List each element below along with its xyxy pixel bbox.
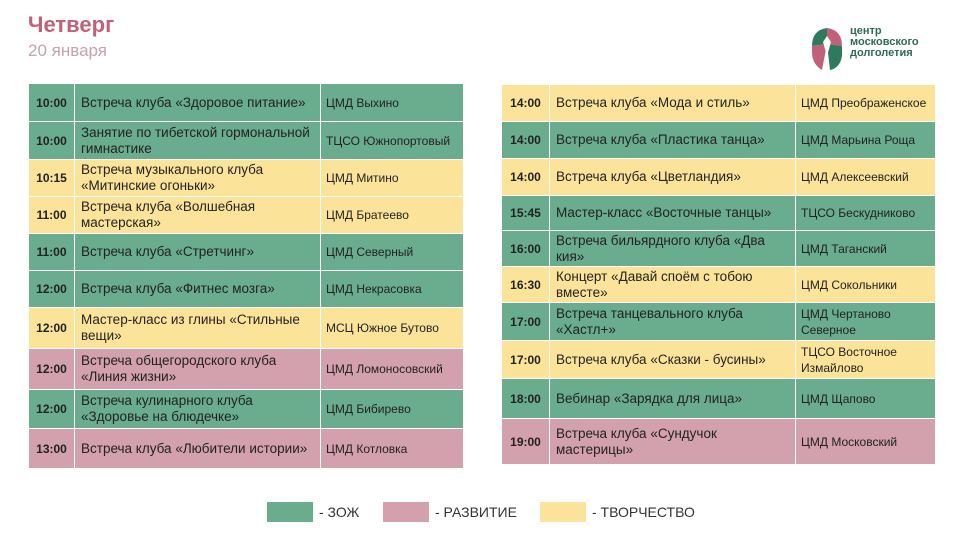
place-cell: ЦМД Чертаново Северное (795, 302, 936, 341)
time-cell: 17:00 (501, 302, 550, 341)
time-cell: 15:45 (501, 195, 550, 231)
event-cell: Концерт «Давай споём с тобою вместе» (549, 266, 796, 303)
time-cell: 17:00 (501, 340, 550, 379)
day-title: Четверг (28, 12, 115, 37)
place-cell: ЦМД Братеево (320, 196, 464, 234)
place-cell: ЦМД Северный (320, 233, 464, 271)
schedule-row: 14:00 Встреча клуба «Пластика танца» ЦМД М… (501, 121, 936, 159)
schedule-row: 11:00 Встреча клуба «Стретчинг» ЦМД Северн… (28, 233, 464, 271)
legend-swatch-zozh (267, 502, 313, 522)
legend-label-tvorchestvo: - ТВОРЧЕСТВО (592, 504, 695, 520)
place-cell: ЦМД Митино (320, 159, 464, 197)
event-cell: Встреча клуба «Волшебная мастерская» (74, 196, 321, 234)
legend-swatch-razvitie (383, 502, 429, 522)
place-cell: ЦМД Щапово (795, 378, 936, 419)
time-cell: 12:00 (28, 270, 75, 308)
schedule-row: 12:00 Мастер-класс из глины «Стильные вещ… (28, 307, 464, 349)
schedule-row: 12:00 Встреча общегородского клуба «Линия… (28, 348, 464, 390)
event-cell: Встреча клуба «Цветландия» (549, 158, 796, 196)
time-cell: 10:00 (28, 121, 75, 160)
time-cell: 16:30 (501, 266, 550, 303)
logo: центр московского долголетия (810, 26, 940, 76)
legend-razvitie: - РАЗВИТИЕ (383, 502, 517, 522)
legend-label-razvitie: - РАЗВИТИЕ (435, 504, 517, 520)
event-cell: Встреча клуба «Стретчинг» (74, 233, 321, 271)
logo-line3: долголетия (850, 47, 913, 59)
schedule-row: 14:00 Встреча клуба «Мода и стиль» ЦМД Пре… (501, 84, 936, 122)
place-cell: ЦМД Бибирево (320, 389, 464, 429)
event-cell: Занятие по тибетской гормональной гимнас… (74, 121, 321, 160)
event-cell: Встреча клуба «Любители истории» (74, 428, 321, 469)
schedule-row: 10:15 Встреча музыкального клуба «Митинск… (28, 159, 464, 197)
schedule-row: 11:00 Встреча клуба «Волшебная мастерская… (28, 196, 464, 234)
event-cell: Встреча танцевального клуба «Хастл+» (549, 302, 796, 341)
logo-text: центр московского долголетия (850, 26, 919, 59)
event-cell: Встреча бильярдного клуба «Два кия» (549, 230, 796, 267)
schedule-row: 16:30 Концерт «Давай споём с тобою вместе… (501, 266, 936, 303)
schedule-table-right: 14:00 Встреча клуба «Мода и стиль» ЦМД Пре… (501, 84, 936, 465)
event-cell: Встреча клуба «Сундучок мастерицы» (549, 418, 796, 465)
legend-label-zozh: - ЗОЖ (319, 504, 360, 520)
place-cell: ЦМД Марьина Роща (795, 121, 936, 159)
legend-swatch-tvorchestvo (540, 502, 586, 522)
place-cell: МСЦ Южное Бутово (320, 307, 464, 349)
legend-zozh: - ЗОЖ (267, 502, 359, 522)
event-cell: Встреча клуба «Фитнес мозга» (74, 270, 321, 308)
event-cell: Вебинар «Зарядка для лица» (549, 378, 796, 419)
schedule-row: 12:00 Встреча клуба «Фитнес мозга» ЦМД Нек… (28, 270, 464, 308)
event-cell: Встреча клуба «Мода и стиль» (549, 84, 796, 122)
time-cell: 12:00 (28, 348, 75, 390)
schedule-row: 12:00 Встреча кулинарного клуба «Здоровье… (28, 389, 464, 429)
time-cell: 14:00 (501, 121, 550, 159)
time-cell: 12:00 (28, 307, 75, 349)
place-cell: ЦМД Котловка (320, 428, 464, 469)
schedule-row: 17:00 Встреча танцевального клуба «Хастл+… (501, 302, 936, 341)
event-cell: Встреча кулинарного клуба «Здоровье на б… (74, 389, 321, 429)
event-cell: Встреча общегородского клуба «Линия жизн… (74, 348, 321, 390)
time-cell: 14:00 (501, 158, 550, 196)
logo-line1: центр (850, 25, 882, 37)
place-cell: ЦМД Ломоносовский (320, 348, 464, 390)
place-cell: ЦМД Сокольники (795, 266, 936, 303)
event-cell: Мастер-класс из глины «Стильные вещи» (74, 307, 321, 349)
schedule-row: 10:00 Занятие по тибетской гормональной г… (28, 121, 464, 160)
place-cell: ТЦСО Бескудниково (795, 195, 936, 231)
schedule-row: 15:45 Мастер-класс «Восточные танцы» ТЦСО … (501, 195, 936, 231)
place-cell: ЦМД Алексеевский (795, 158, 936, 196)
place-cell: ЦМД Некрасовка (320, 270, 464, 308)
time-cell: 10:00 (28, 83, 75, 122)
time-cell: 16:00 (501, 230, 550, 267)
schedule-row: 18:00 Вебинар «Зарядка для лица» ЦМД Щапов… (501, 378, 936, 419)
event-cell: Мастер-класс «Восточные танцы» (549, 195, 796, 231)
schedule-row: 14:00 Встреча клуба «Цветландия» ЦМД Алекс… (501, 158, 936, 196)
schedule-row: 17:00 Встреча клуба «Сказки - бусины» ТЦСО… (501, 340, 936, 379)
time-cell: 11:00 (28, 233, 75, 271)
schedule-row: 10:00 Встреча клуба «Здоровое питание» ЦМД… (28, 83, 464, 122)
time-cell: 11:00 (28, 196, 75, 234)
place-cell: ТЦСО Восточное Измайлово (795, 340, 936, 379)
place-cell: ЦМД Таганский (795, 230, 936, 267)
legend-tvorchestvo: - ТВОРЧЕСТВО (540, 502, 695, 522)
schedule-row: 19:00 Встреча клуба «Сундучок мастерицы» Ц… (501, 418, 936, 465)
time-cell: 10:15 (28, 159, 75, 197)
place-cell: ЦМД Выхино (320, 83, 464, 122)
place-cell: ЦМД Преображенское (795, 84, 936, 122)
place-cell: ТЦСО Южнопортовый (320, 121, 464, 160)
logo-line2: московского (850, 36, 919, 48)
schedule-row: 16:00 Встреча бильярдного клуба «Два кия»… (501, 230, 936, 267)
time-cell: 14:00 (501, 84, 550, 122)
date-subtitle: 20 января (28, 41, 107, 60)
schedule-row: 13:00 Встреча клуба «Любители истории» ЦМД… (28, 428, 464, 469)
event-cell: Встреча клуба «Сказки - бусины» (549, 340, 796, 379)
time-cell: 12:00 (28, 389, 75, 429)
time-cell: 18:00 (501, 378, 550, 419)
place-cell: ЦМД Московский (795, 418, 936, 465)
time-cell: 19:00 (501, 418, 550, 465)
logo-mark-icon (812, 28, 842, 70)
event-cell: Встреча музыкального клуба «Митинские ог… (74, 159, 321, 197)
time-cell: 13:00 (28, 428, 75, 469)
schedule-table-left: 10:00 Встреча клуба «Здоровое питание» ЦМД… (28, 83, 464, 469)
event-cell: Встреча клуба «Пластика танца» (549, 121, 796, 159)
event-cell: Встреча клуба «Здоровое питание» (74, 83, 321, 122)
